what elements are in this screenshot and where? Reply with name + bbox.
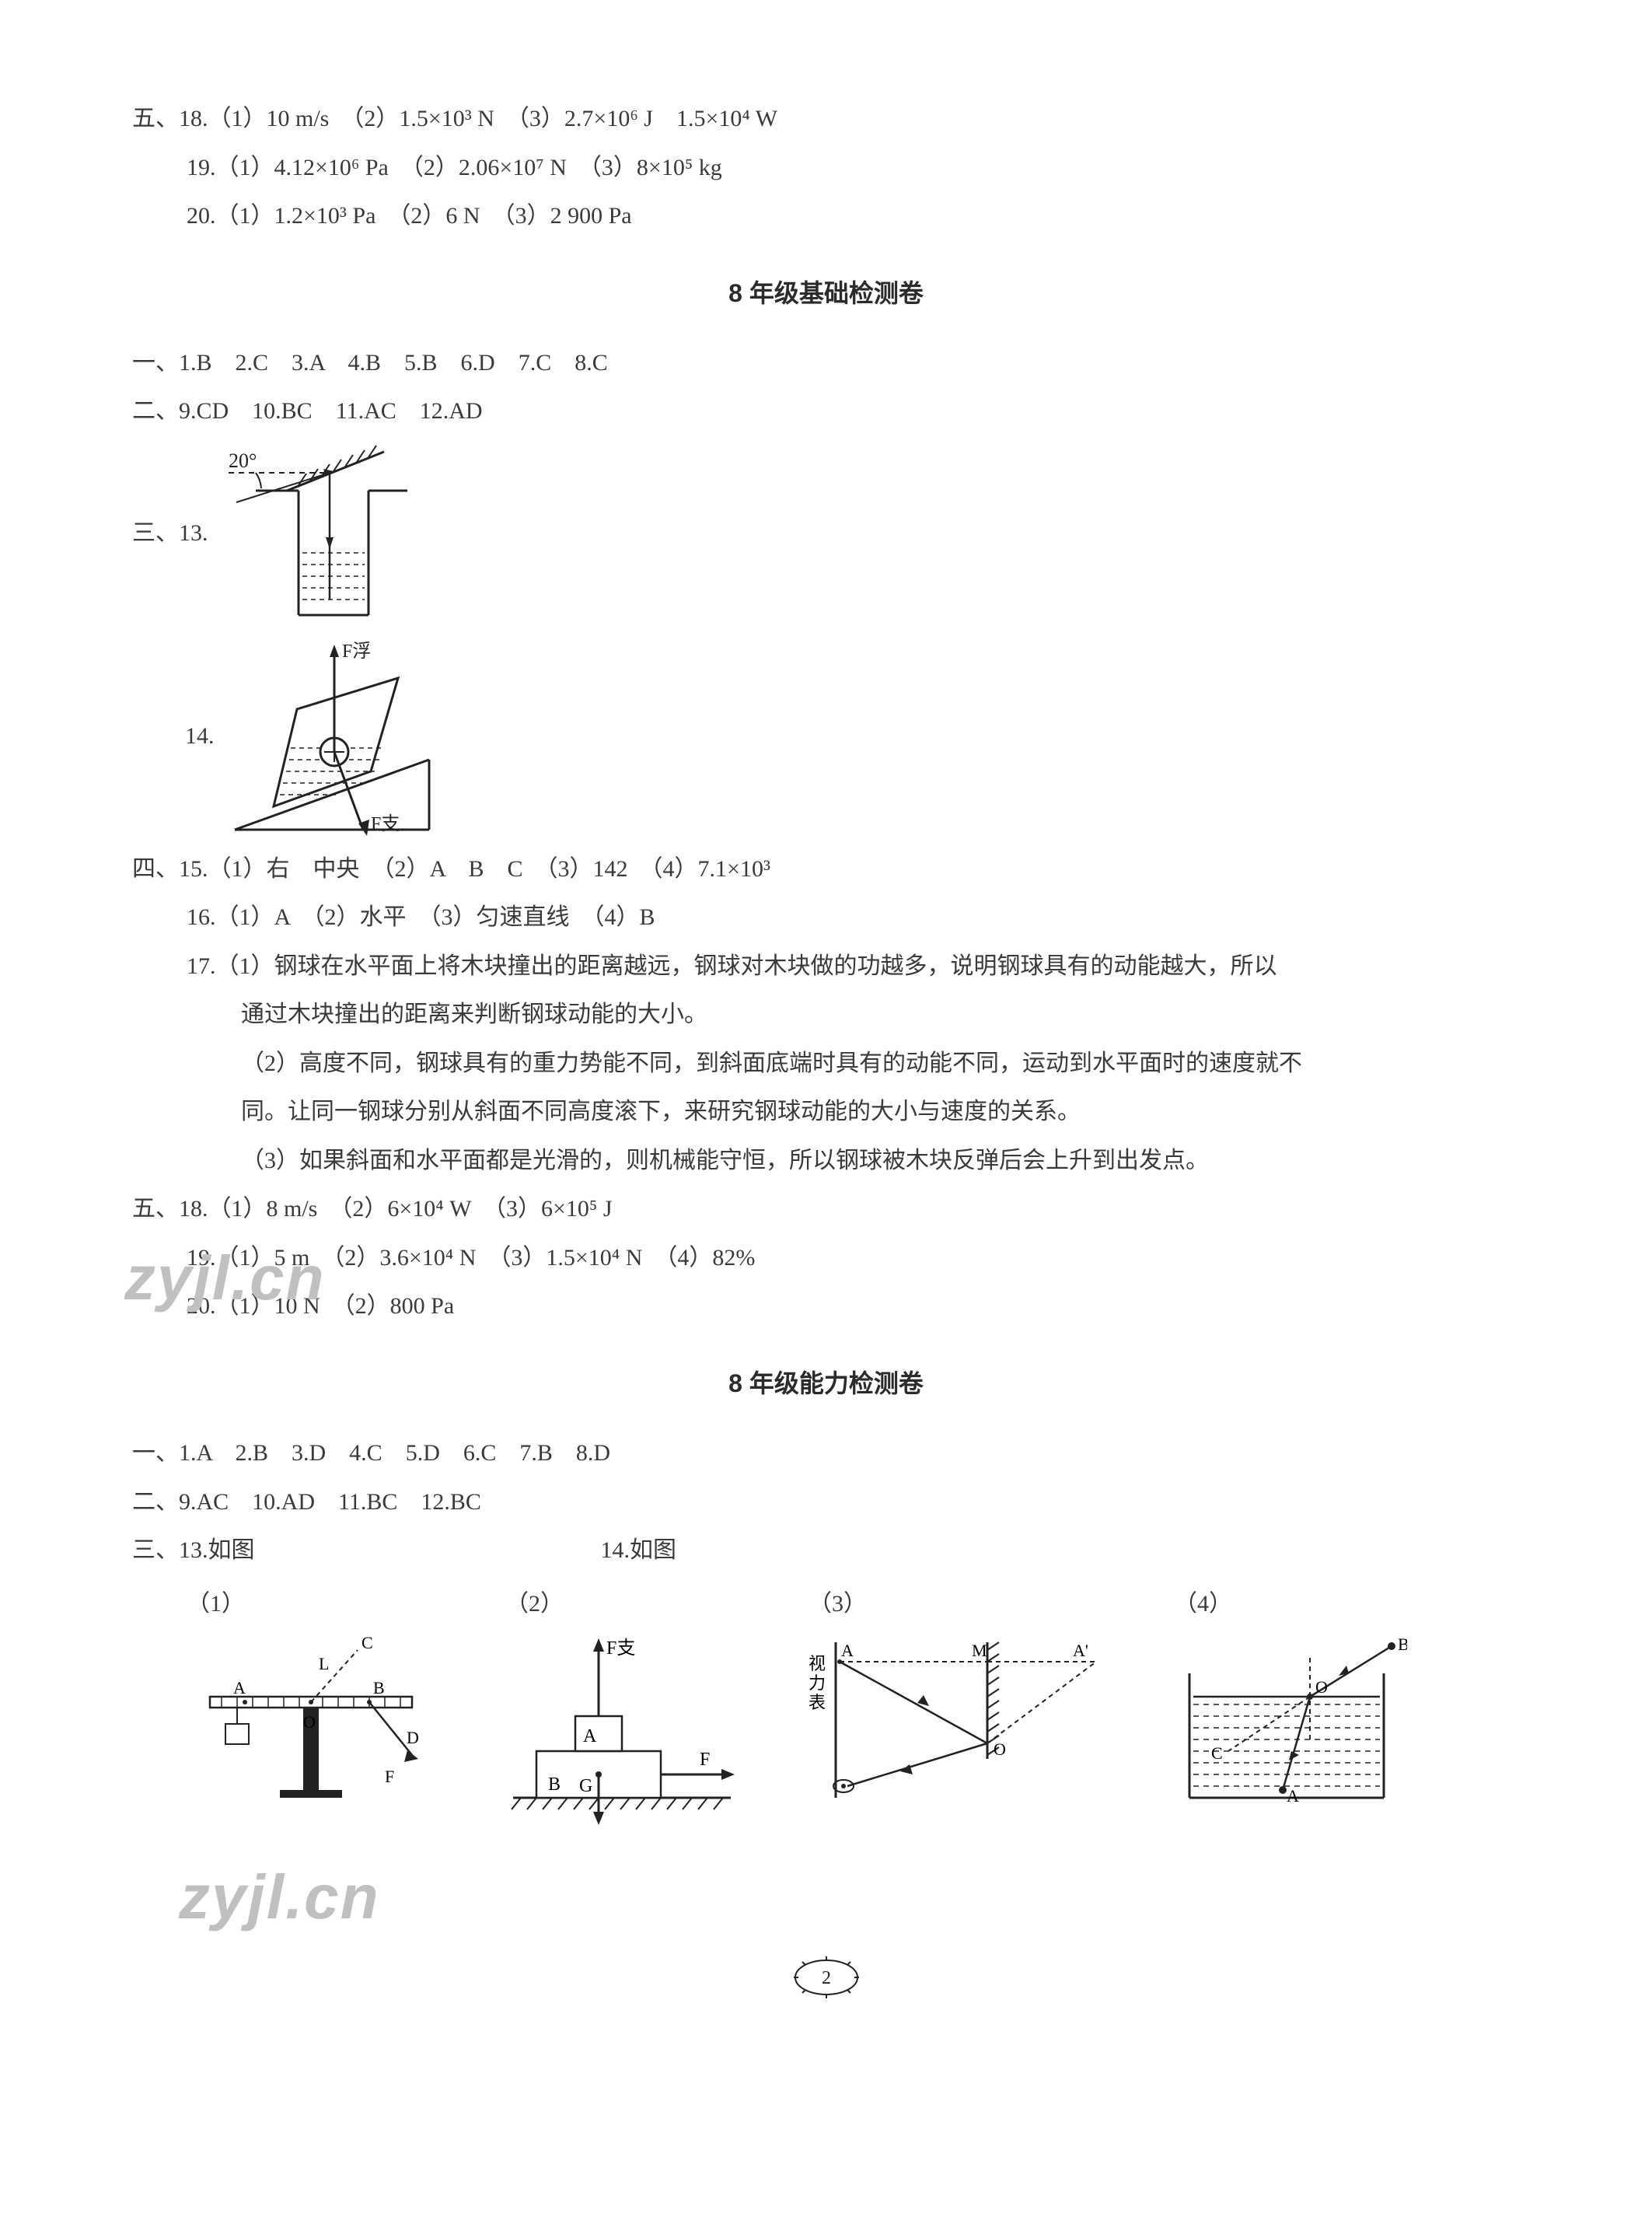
base-s4-l1: 四、15.（1）右 中央 （2）A B C （3）142 （4）7.1×10³ bbox=[132, 847, 1520, 893]
figures-row: （1） A O B C L bbox=[132, 1582, 1520, 1830]
svg-text:A: A bbox=[1287, 1786, 1299, 1806]
svg-text:F支: F支 bbox=[371, 813, 400, 834]
base-s4-l3b: 通过木块撞出的距离来判断钢球动能的大小。 bbox=[132, 992, 1520, 1038]
svg-text:O: O bbox=[303, 1712, 316, 1732]
abil-s3b: 14.如图 bbox=[601, 1537, 677, 1563]
base-s4-l2: 16.（1）A （2）水平 （3）匀速直线 （4）B bbox=[132, 895, 1520, 941]
svg-text:F: F bbox=[385, 1767, 394, 1786]
figure-2: （2） B A F支 bbox=[505, 1582, 739, 1830]
svg-text:D: D bbox=[407, 1728, 419, 1747]
svg-text:B: B bbox=[1398, 1634, 1407, 1654]
top-line-3: 20.（1）1.2×10³ Pa （2）6 N （3）2 900 Pa bbox=[132, 194, 1520, 239]
abil-s1: 一、1.A 2.B 3.D 4.C 5.D 6.C 7.B 8.D bbox=[132, 1431, 1520, 1477]
base-s5-l3: 20.（1）10 N （2）800 Pa bbox=[132, 1284, 1520, 1330]
base-s5-l2: 19.（1）5 m （2）3.6×10⁴ N （3）1.5×10⁴ N （4）8… bbox=[132, 1236, 1520, 1281]
svg-text:F支: F支 bbox=[606, 1638, 635, 1659]
svg-text:O: O bbox=[994, 1739, 1006, 1759]
section-title-1: 8 年级基础检测卷 bbox=[132, 269, 1520, 317]
svg-text:2: 2 bbox=[822, 1968, 831, 1988]
fig4-label: （4） bbox=[1174, 1591, 1232, 1617]
svg-text:B: B bbox=[548, 1774, 561, 1795]
page-number: 2 bbox=[132, 1953, 1520, 1999]
fig2-label: （2） bbox=[505, 1591, 564, 1617]
svg-text:O: O bbox=[1315, 1677, 1328, 1697]
svg-text:F浮: F浮 bbox=[342, 641, 371, 662]
svg-text:表: 表 bbox=[809, 1693, 826, 1712]
base-s3-14: 14. bbox=[185, 714, 219, 760]
svg-text:L: L bbox=[319, 1654, 329, 1673]
abil-s2: 二、9.AC 10.AD 11.BC 12.BC bbox=[132, 1480, 1520, 1526]
svg-text:视: 视 bbox=[809, 1654, 826, 1673]
top-line-1: 五、18.（1）10 m/s （2）1.5×10³ N （3）2.7×10⁶ J… bbox=[132, 96, 1520, 142]
section-title-2: 8 年级能力检测卷 bbox=[132, 1359, 1520, 1407]
svg-text:C: C bbox=[1211, 1743, 1223, 1763]
svg-text:20°: 20° bbox=[229, 449, 257, 472]
svg-text:力: 力 bbox=[809, 1673, 826, 1693]
base-s4-l5: （3）如果斜面和水平面都是光滑的，则机械能守恒，所以钢球被木块反弹后会上升到出发… bbox=[132, 1138, 1520, 1184]
svg-text:C: C bbox=[361, 1633, 373, 1652]
figure-1: （1） A O B C L bbox=[187, 1582, 435, 1830]
svg-text:M: M bbox=[972, 1641, 987, 1660]
svg-text:B: B bbox=[373, 1678, 385, 1697]
base-s2: 二、9.CD 10.BC 11.AC 12.AD bbox=[132, 389, 1520, 435]
svg-text:F: F bbox=[700, 1750, 710, 1770]
figure-3: （3） 视 力 表 A A' M bbox=[809, 1582, 1104, 1830]
base-s4-l4b: 同。让同一钢球分别从斜面不同高度滚下，来研究钢球动能的大小与速度的关系。 bbox=[132, 1089, 1520, 1135]
svg-text:A: A bbox=[583, 1726, 597, 1746]
abil-s3a: 三、13.如图 bbox=[132, 1537, 255, 1563]
top-line-2: 19.（1）4.12×10⁶ Pa （2）2.06×10⁷ N （3）8×10⁵… bbox=[132, 145, 1520, 191]
figure-4: （4） B O bbox=[1174, 1582, 1407, 1830]
base-s5-l1: 五、18.（1）8 m/s （2）6×10⁴ W （3）6×10⁵ J bbox=[132, 1187, 1520, 1232]
base-s3-prefix: 三、13. bbox=[132, 511, 213, 557]
svg-text:G: G bbox=[579, 1776, 592, 1796]
base-s4-l4: （2）高度不同，钢球具有的重力势能不同，到斜面底端时具有的动能不同，运动到水平面… bbox=[132, 1041, 1520, 1087]
fig3-label: （3） bbox=[809, 1591, 867, 1617]
abil-s3-row: 三、13.如图 14.如图 bbox=[132, 1528, 1520, 1574]
base-s4-l3: 17.（1）钢球在水平面上将木块撞出的距离越远，钢球对木块做的功越多，说明钢球具… bbox=[132, 944, 1520, 990]
svg-text:A: A bbox=[233, 1678, 246, 1697]
diagram-13: 20° bbox=[213, 444, 415, 623]
fig1-label: （1） bbox=[187, 1591, 245, 1617]
svg-text:A': A' bbox=[1073, 1641, 1088, 1660]
watermark-2: zyjl.cn bbox=[179, 1837, 380, 1958]
svg-text:A: A bbox=[841, 1641, 854, 1660]
base-s1: 一、1.B 2.C 3.A 4.B 5.B 6.D 7.C 8.C bbox=[132, 341, 1520, 386]
diagram-14: F浮 F支 bbox=[219, 635, 437, 837]
